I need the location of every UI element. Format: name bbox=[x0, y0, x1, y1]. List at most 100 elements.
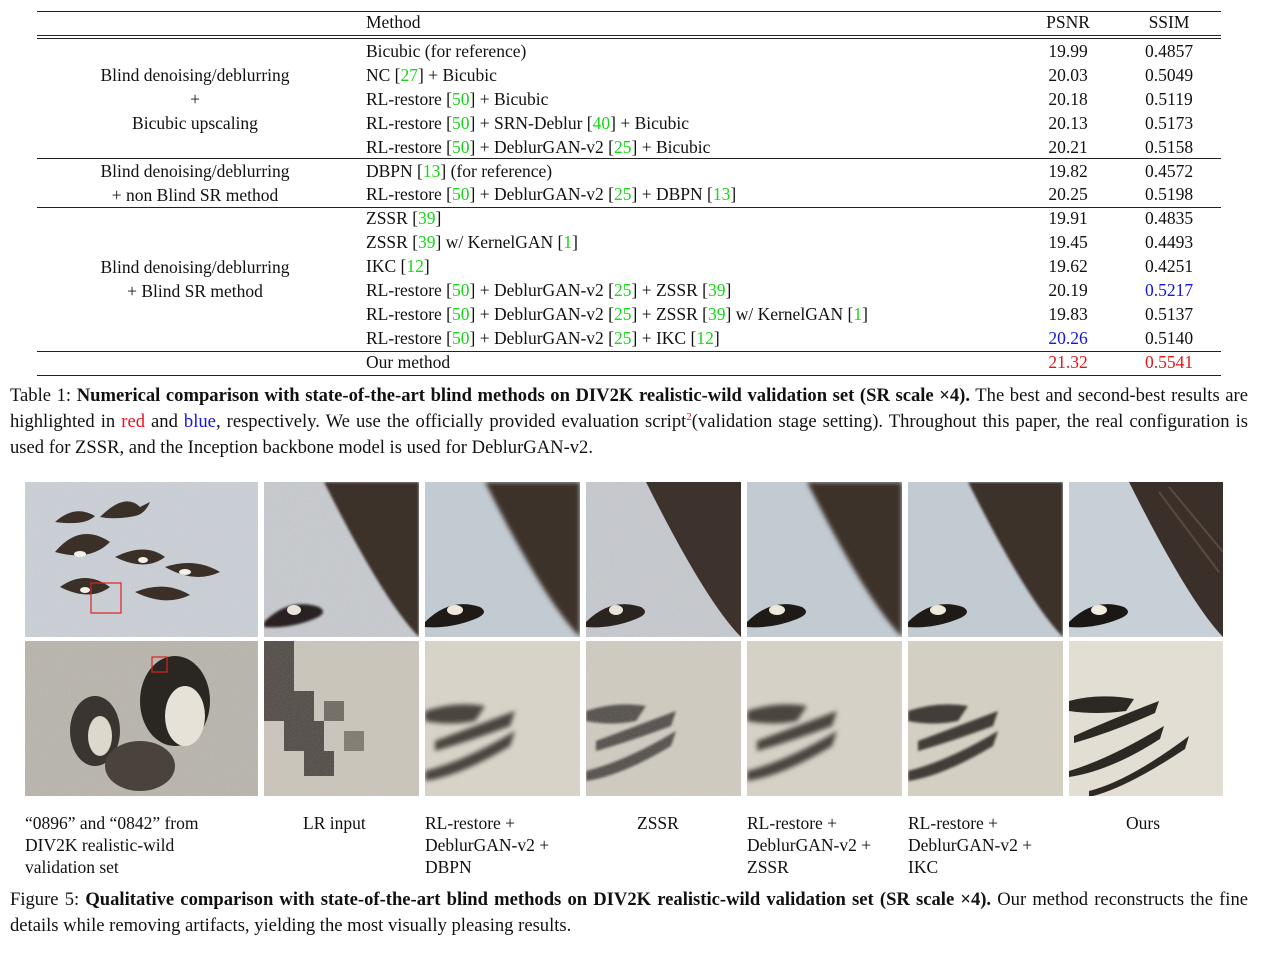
penguin-full-image bbox=[25, 641, 258, 796]
penguin-scene bbox=[25, 641, 258, 796]
col-label-line: DeblurGAN-v2 + bbox=[425, 835, 550, 855]
ssim-cell: 0.5173 bbox=[1144, 112, 1194, 133]
text-segment: ] + DeblurGAN-v2 [ bbox=[469, 327, 615, 348]
psnr-cell: 20.25 bbox=[1048, 184, 1088, 205]
text-segment: Table 1: bbox=[10, 385, 77, 406]
ssim-cell: 0.5137 bbox=[1144, 303, 1194, 324]
text-segment: RL-restore [ bbox=[366, 136, 453, 157]
citation-link[interactable]: 1 bbox=[853, 303, 863, 324]
text-segment: DBPN [ bbox=[366, 160, 423, 181]
group-label-line: + bbox=[190, 89, 200, 109]
text-segment: and bbox=[145, 411, 184, 432]
text-segment: IKC [ bbox=[366, 256, 407, 277]
citation-link[interactable]: 39 bbox=[708, 280, 726, 300]
citation-link[interactable]: 13 bbox=[422, 160, 441, 181]
citation-link[interactable]: 25 bbox=[614, 280, 632, 300]
text-segment: ] + SRN-Deblur [ bbox=[469, 112, 593, 133]
ssim-cell: 0.5217 bbox=[1144, 280, 1194, 300]
col-label-rl-ikc: RL-restore + DeblurGAN-v2 + IKC bbox=[908, 812, 1032, 878]
text-segment: ] (for reference) bbox=[440, 160, 553, 181]
text-segment: ] w/ KernelGAN [ bbox=[435, 232, 564, 253]
header-method: Method bbox=[366, 12, 421, 32]
method-cell: DBPN [13] (for reference) bbox=[366, 161, 552, 181]
psnr-cell: 20.18 bbox=[1048, 88, 1088, 109]
text-segment: Our method reconstructs the fine details… bbox=[10, 889, 1249, 936]
ssim-cell: 0.5158 bbox=[1144, 136, 1194, 157]
citation-link[interactable]: 50 bbox=[452, 112, 470, 133]
text-segment: RL-restore [ bbox=[366, 280, 453, 300]
text-segment: The best and second-best results are hig… bbox=[10, 385, 1249, 432]
method-cell: RL-restore [50] + Bicubic bbox=[366, 89, 548, 109]
group-label-non-blind-sr: Blind denoising/deblurring + non Blind S… bbox=[36, 159, 354, 207]
text-segment: ] bbox=[713, 327, 720, 348]
table-top-rule bbox=[37, 11, 1221, 12]
citation-link[interactable]: 40 bbox=[592, 112, 611, 133]
goose-crop-ours bbox=[1069, 482, 1223, 637]
col-label-line: DeblurGAN-v2 + bbox=[908, 835, 1033, 855]
text-segment: ] + ZSSR [ bbox=[631, 280, 708, 300]
citation-link[interactable]: 27 bbox=[400, 64, 419, 85]
text-segment: ] bbox=[423, 256, 430, 277]
col-label-line: ZSSR bbox=[747, 857, 789, 877]
citation-link[interactable]: 39 bbox=[418, 208, 436, 229]
method-cell: IKC [12] bbox=[366, 256, 430, 276]
citation-link[interactable]: 25 bbox=[614, 184, 632, 205]
psnr-cell: 19.45 bbox=[1048, 232, 1088, 253]
penguin-crop-ours bbox=[1069, 641, 1223, 796]
citation-link[interactable]: 25 bbox=[614, 136, 632, 157]
citation-link[interactable]: 12 bbox=[696, 327, 714, 348]
group-divider bbox=[37, 158, 1221, 159]
ssim-cell: 0.4493 bbox=[1144, 232, 1194, 253]
text-segment: Bicubic (for reference) bbox=[366, 41, 527, 61]
citation-link[interactable]: 12 bbox=[406, 256, 424, 277]
method-cell: RL-restore [50] + DeblurGAN-v2 [25] + ZS… bbox=[366, 304, 868, 324]
text-segment: ] + Bicubic bbox=[610, 112, 690, 133]
psnr-cell: 21.32 bbox=[1048, 352, 1088, 372]
psnr-cell: 19.62 bbox=[1048, 256, 1088, 277]
text-segment: ] w/ KernelGAN [ bbox=[725, 303, 854, 324]
goose-crop-zssr bbox=[586, 482, 741, 637]
citation-link[interactable]: 50 bbox=[452, 327, 470, 348]
citation-link[interactable]: 50 bbox=[452, 280, 470, 300]
citation-link[interactable]: 50 bbox=[452, 303, 470, 324]
ssim-cell: 0.4251 bbox=[1144, 256, 1194, 277]
psnr-cell: 19.99 bbox=[1048, 41, 1088, 61]
table-header-rule bbox=[37, 35, 1221, 36]
ssim-cell: 0.5198 bbox=[1144, 184, 1194, 205]
citation-link[interactable]: 25 bbox=[614, 327, 632, 348]
citation-link[interactable]: 39 bbox=[418, 232, 436, 253]
citation-link[interactable]: 50 bbox=[452, 88, 470, 109]
method-cell: Our method bbox=[366, 352, 450, 372]
citation-link[interactable]: 50 bbox=[452, 136, 470, 157]
citation-link[interactable]: 25 bbox=[614, 303, 632, 324]
penguin-crop-rl-ikc bbox=[908, 641, 1063, 796]
psnr-cell: 19.83 bbox=[1048, 303, 1088, 324]
citation-link[interactable]: 1 bbox=[563, 232, 573, 253]
citation-link[interactable]: 39 bbox=[708, 303, 726, 324]
text-segment: NC [ bbox=[366, 64, 401, 85]
table-caption: Table 1: Numerical comparison with state… bbox=[10, 383, 1248, 461]
ssim-cell: 0.5541 bbox=[1144, 352, 1194, 372]
goose-crop-dbpn bbox=[425, 482, 580, 637]
col-label-line: validation set bbox=[25, 857, 119, 877]
goose-full-image bbox=[25, 482, 258, 637]
col-label-line: Ours bbox=[1126, 813, 1161, 833]
text-segment: RL-restore [ bbox=[366, 184, 453, 205]
col-label-line: DBPN bbox=[425, 857, 472, 877]
citation-link[interactable]: 13 bbox=[712, 184, 731, 205]
crop-box bbox=[90, 582, 122, 614]
ssim-cell: 0.4835 bbox=[1144, 208, 1194, 229]
citation-link[interactable]: 50 bbox=[452, 184, 470, 205]
table-header-rule-2 bbox=[37, 38, 1221, 39]
penguin-crop-zssr bbox=[586, 641, 741, 796]
psnr-cell: 19.91 bbox=[1048, 208, 1088, 229]
penguin-crop-rl-zssr bbox=[747, 641, 902, 796]
group-label-bicubic: Blind denoising/deblurring + Bicubic ups… bbox=[36, 63, 354, 135]
group-label-line: Blind denoising/deblurring bbox=[100, 161, 290, 181]
ssim-cell: 0.4857 bbox=[1144, 41, 1194, 61]
method-cell: RL-restore [50] + DeblurGAN-v2 [25] + ZS… bbox=[366, 280, 731, 300]
text-segment: ] + DeblurGAN-v2 [ bbox=[469, 184, 615, 205]
psnr-cell: 20.21 bbox=[1048, 136, 1088, 157]
text-segment: RL-restore [ bbox=[366, 112, 453, 133]
text-segment: RL-restore [ bbox=[366, 327, 453, 348]
